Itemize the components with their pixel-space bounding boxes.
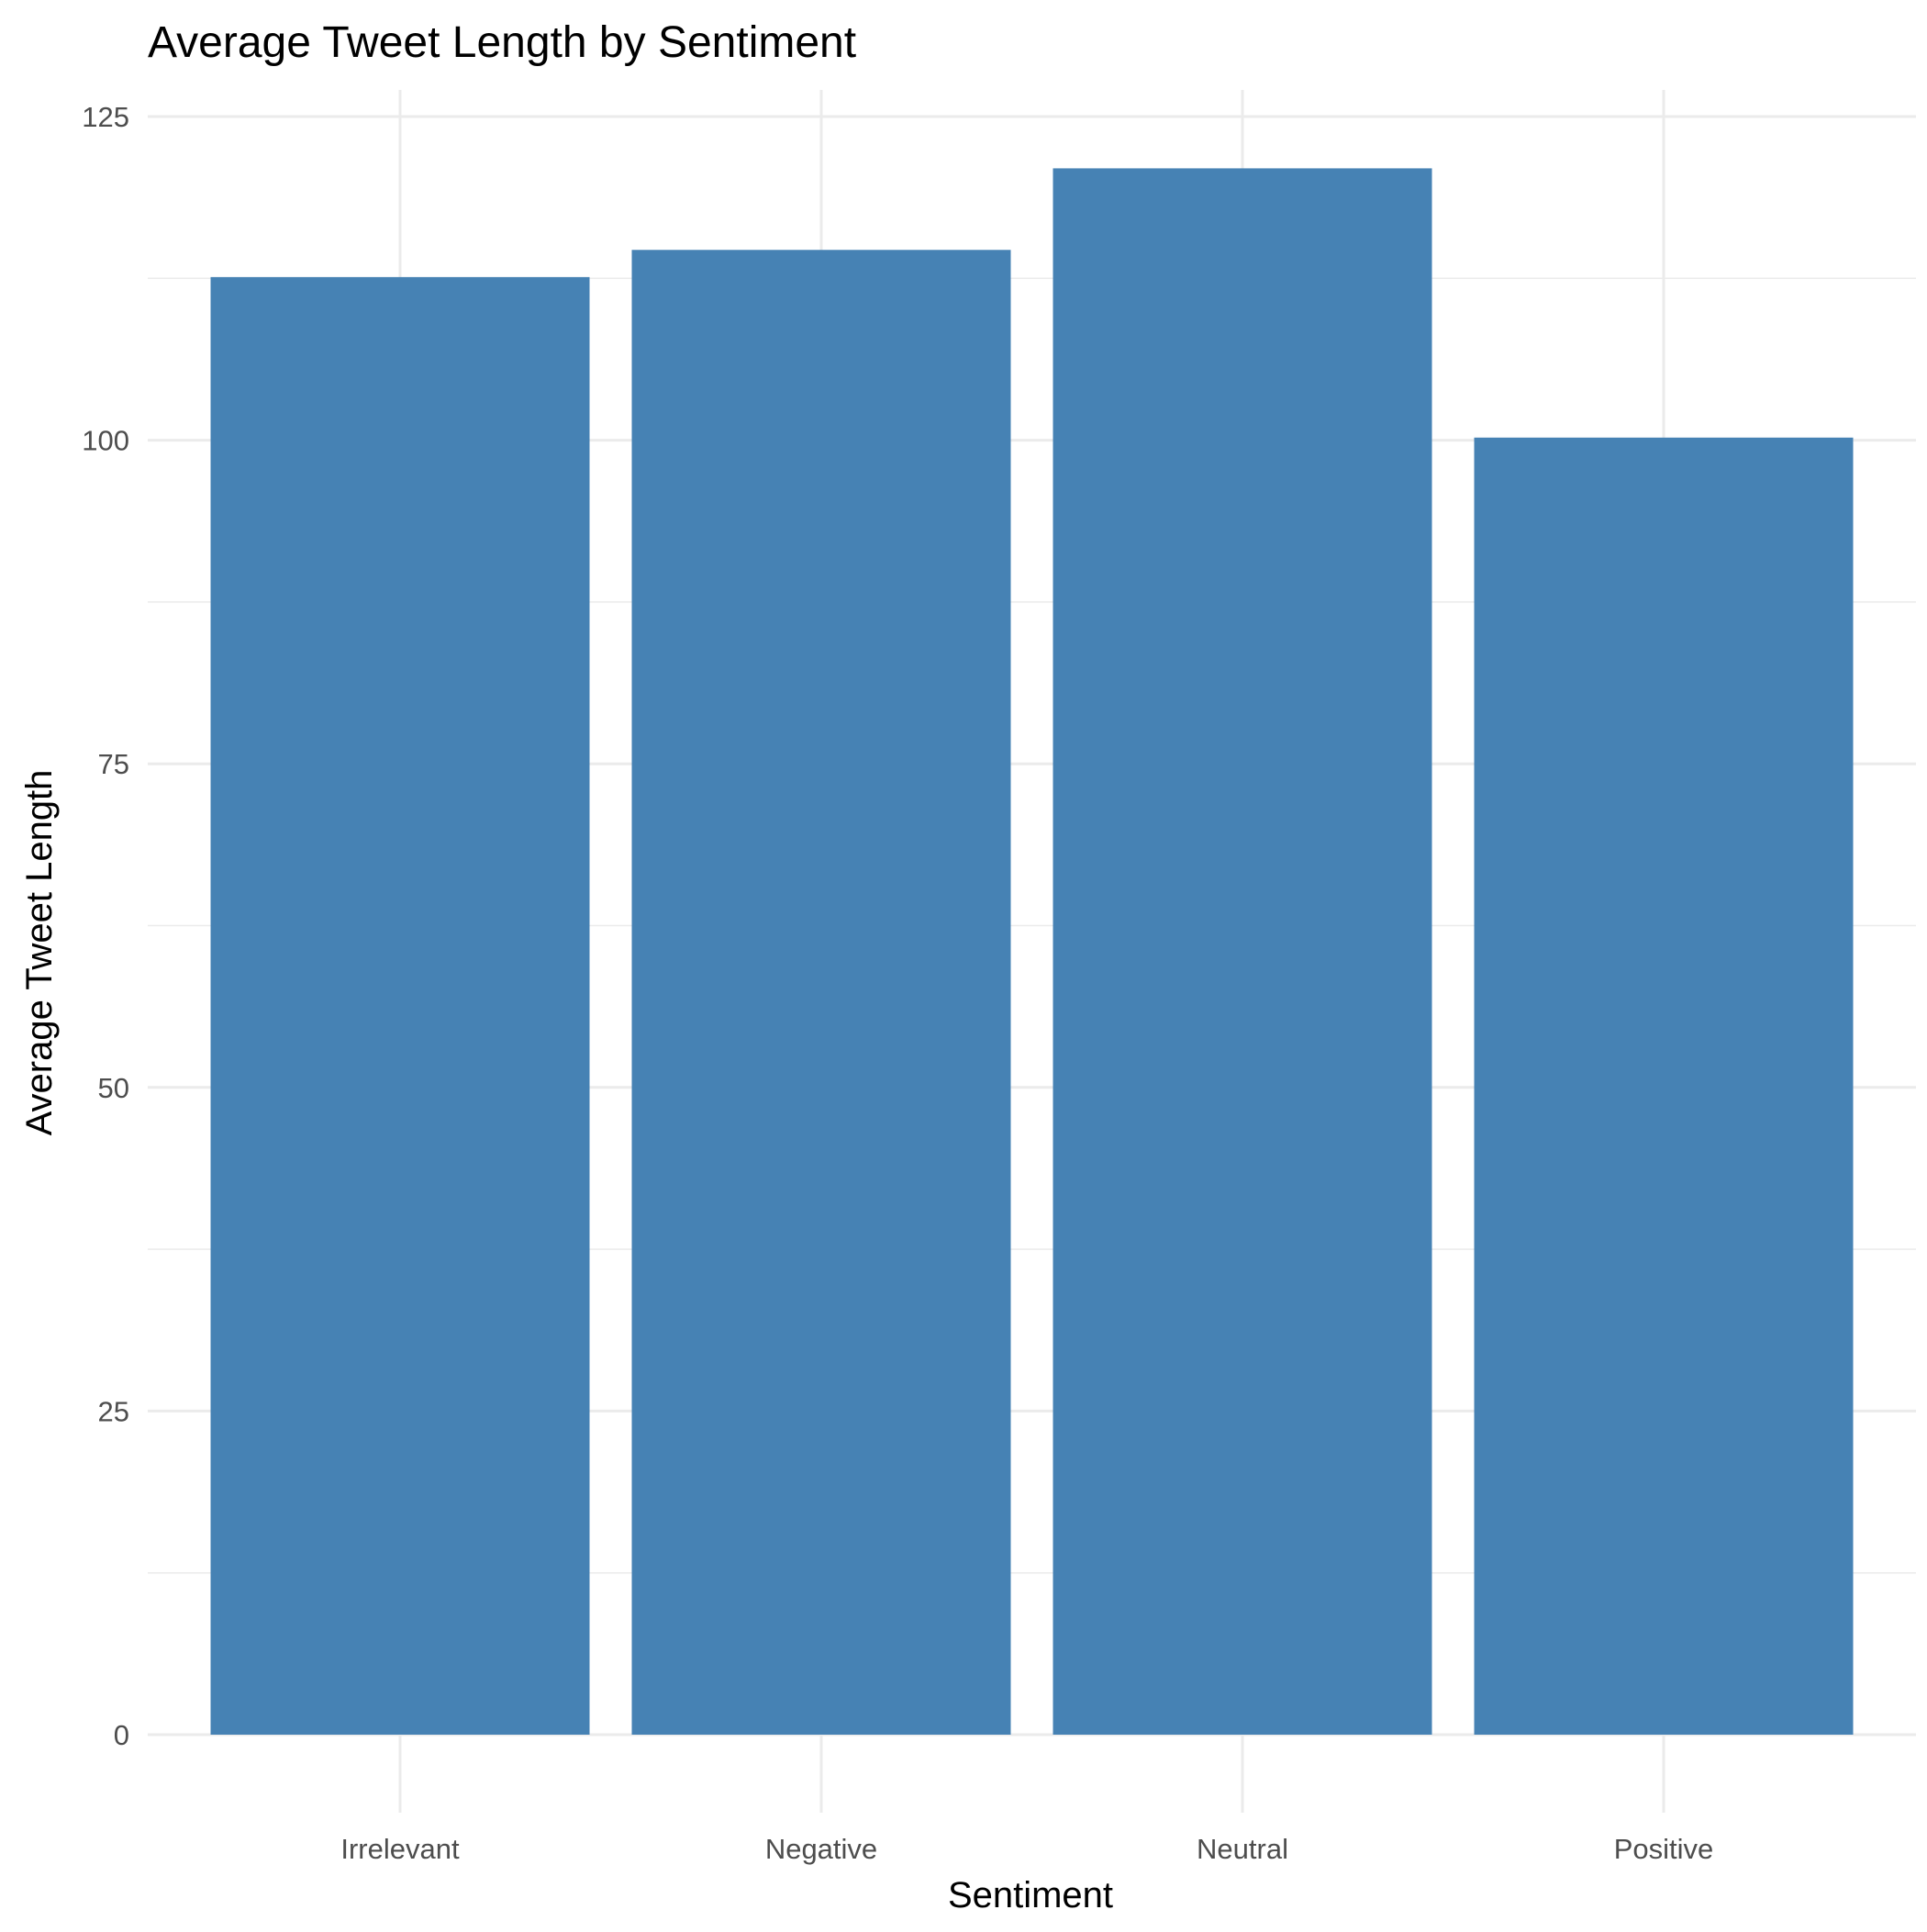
bar-irrelevant xyxy=(210,276,590,1735)
y-axis-title: Average Tweet Length xyxy=(19,770,60,1136)
y-tick-label: 0 xyxy=(114,1719,129,1751)
y-axis-ticks: 0 25 50 75 100 125 xyxy=(82,101,129,1751)
chart-title: Average Tweet Length by Sentiment xyxy=(148,18,856,67)
y-tick-label: 50 xyxy=(98,1072,129,1104)
x-tick-label: Neutral xyxy=(1197,1833,1288,1865)
x-tick-label: Negative xyxy=(765,1833,877,1865)
y-tick-label: 100 xyxy=(82,425,129,457)
x-axis-ticks: Irrelevant Negative Neutral Positive xyxy=(340,1833,1713,1865)
y-tick-label: 125 xyxy=(82,101,129,133)
y-tick-label: 75 xyxy=(98,748,129,780)
x-tick-label: Positive xyxy=(1614,1833,1714,1865)
bar-neutral xyxy=(1053,168,1432,1735)
bars xyxy=(210,168,1854,1736)
y-tick-label: 25 xyxy=(98,1395,129,1427)
bar-negative xyxy=(631,250,1011,1735)
x-tick-label: Irrelevant xyxy=(340,1833,460,1865)
x-axis-title: Sentiment xyxy=(948,1875,1113,1915)
bar-positive xyxy=(1474,437,1854,1736)
